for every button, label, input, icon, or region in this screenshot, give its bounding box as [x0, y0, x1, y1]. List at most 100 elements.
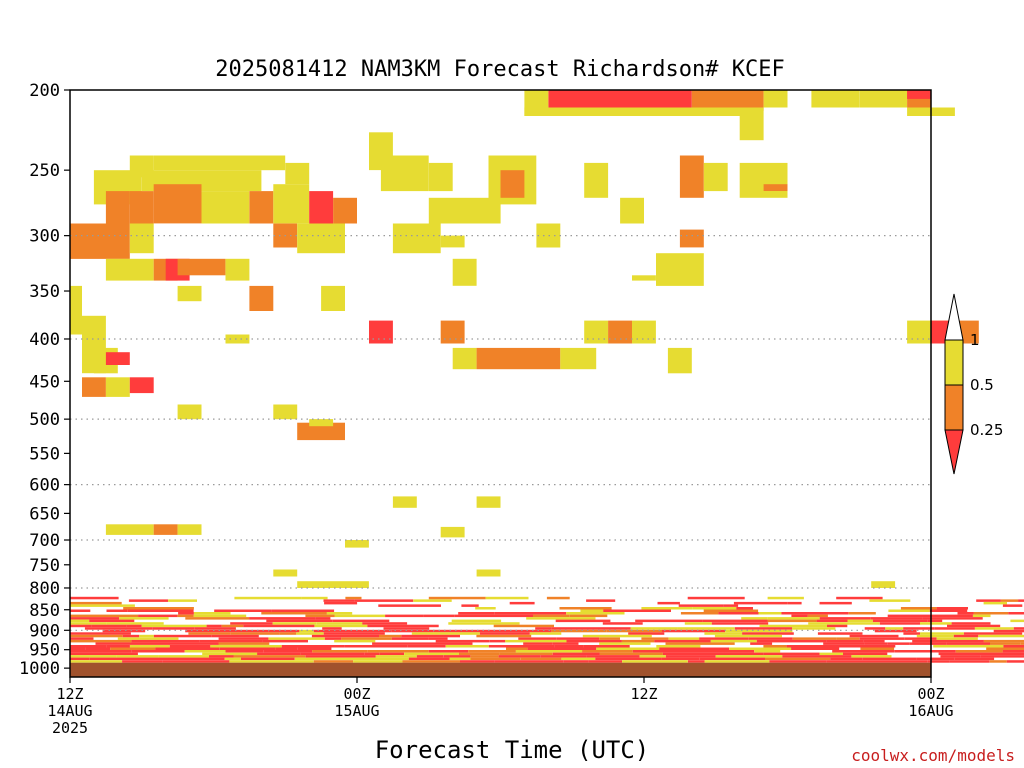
low-level-cell	[152, 627, 195, 630]
low-level-cell	[89, 619, 135, 623]
heatmap-cell	[297, 223, 345, 254]
heatmap-cell	[632, 320, 656, 344]
low-level-cell	[229, 660, 283, 663]
colorbar-label-1: 1	[970, 331, 980, 349]
low-level-cell	[261, 612, 327, 615]
low-level-cell	[209, 655, 234, 658]
low-level-cell	[603, 609, 671, 612]
low-level-cell	[661, 657, 700, 661]
low-level-cell	[742, 632, 794, 635]
heatmap-cell	[811, 90, 860, 108]
y-tick-label: 250	[29, 161, 60, 181]
low-level-cell	[119, 617, 169, 620]
low-level-cell	[322, 627, 342, 630]
low-level-cell	[1013, 627, 1024, 630]
low-level-cell	[153, 634, 212, 638]
heatmap-cell	[584, 320, 609, 344]
y-tick-label: 650	[29, 504, 60, 524]
low-level-cell	[262, 639, 308, 643]
low-level-cell	[488, 645, 555, 648]
low-level-cell	[323, 599, 355, 602]
low-level-cell	[305, 655, 335, 658]
low-level-cell	[185, 629, 251, 633]
low-level-cell	[1001, 599, 1019, 602]
low-level-cell	[460, 660, 495, 663]
low-level-cell	[70, 650, 132, 653]
low-level-cell	[296, 632, 324, 635]
low-level-cell	[131, 650, 155, 653]
low-level-cell	[70, 624, 92, 628]
low-level-cell	[470, 655, 499, 658]
heatmap-cell	[428, 162, 453, 192]
low-level-cell	[583, 645, 630, 648]
low-level-cell	[123, 607, 194, 610]
low-level-cell	[741, 617, 768, 620]
low-level-cell	[341, 637, 392, 640]
low-level-cell	[973, 614, 991, 618]
low-level-cell	[596, 647, 660, 650]
low-level-cell	[792, 637, 837, 640]
low-level-cell	[823, 642, 865, 645]
low-level-cell	[417, 642, 473, 645]
colorbar-bin-mid	[944, 384, 964, 431]
low-level-cell	[268, 637, 325, 640]
low-level-cell	[326, 612, 353, 615]
low-level-cell	[221, 624, 244, 628]
low-level-cell	[402, 660, 460, 663]
low-level-cell	[561, 657, 596, 661]
low-level-cell	[126, 624, 142, 628]
heatmap-cell	[82, 377, 106, 397]
low-level-cell	[408, 657, 450, 661]
low-level-cell	[714, 634, 782, 638]
low-level-cell	[1008, 612, 1024, 615]
low-level-cell	[1006, 660, 1024, 663]
low-level-cell	[85, 647, 111, 650]
low-level-cell	[354, 599, 414, 602]
low-level-cell	[639, 655, 666, 658]
low-level-cell	[687, 660, 705, 663]
low-level-cell	[199, 639, 263, 643]
low-level-cell	[297, 647, 332, 650]
heatmap-cell	[345, 540, 369, 548]
low-level-cell	[241, 657, 295, 661]
low-level-cell	[782, 655, 852, 658]
low-level-cell	[487, 614, 512, 618]
low-level-cell	[754, 650, 781, 653]
low-level-cell	[324, 601, 358, 605]
low-level-cell	[668, 637, 700, 640]
x-tick-label: 2025	[52, 719, 88, 737]
heatmap-cell	[500, 170, 525, 198]
low-level-cell	[692, 607, 737, 610]
x-tick-label: 12Z	[630, 685, 657, 703]
heatmap-cell	[309, 419, 334, 427]
low-level-cell	[529, 632, 562, 635]
low-level-cell	[630, 627, 678, 630]
low-level-cell	[106, 645, 130, 648]
low-level-cell	[1002, 650, 1024, 653]
heatmap-cell	[632, 275, 656, 281]
low-level-cell	[864, 627, 886, 630]
low-level-cell	[70, 637, 94, 640]
low-level-cell	[729, 647, 792, 650]
low-level-cell	[566, 612, 625, 615]
low-level-cell	[577, 627, 631, 630]
low-level-cell	[927, 619, 943, 623]
low-level-cell	[184, 650, 226, 653]
low-level-cell	[763, 652, 820, 656]
gridlines	[70, 235, 931, 631]
low-level-cell	[682, 647, 730, 650]
heatmap-cell	[392, 223, 441, 254]
low-level-cell	[551, 629, 607, 633]
low-level-cell	[281, 645, 345, 648]
low-level-cell	[848, 612, 876, 615]
low-level-cell	[699, 657, 765, 661]
low-level-cell	[345, 596, 362, 600]
low-level-cell	[214, 609, 272, 612]
low-level-cell	[938, 652, 1010, 656]
low-level-cell	[271, 609, 335, 612]
low-level-cell	[807, 614, 828, 618]
low-level-cell	[551, 627, 577, 630]
heatmap-cell	[667, 347, 692, 374]
low-level-cell	[758, 612, 782, 615]
